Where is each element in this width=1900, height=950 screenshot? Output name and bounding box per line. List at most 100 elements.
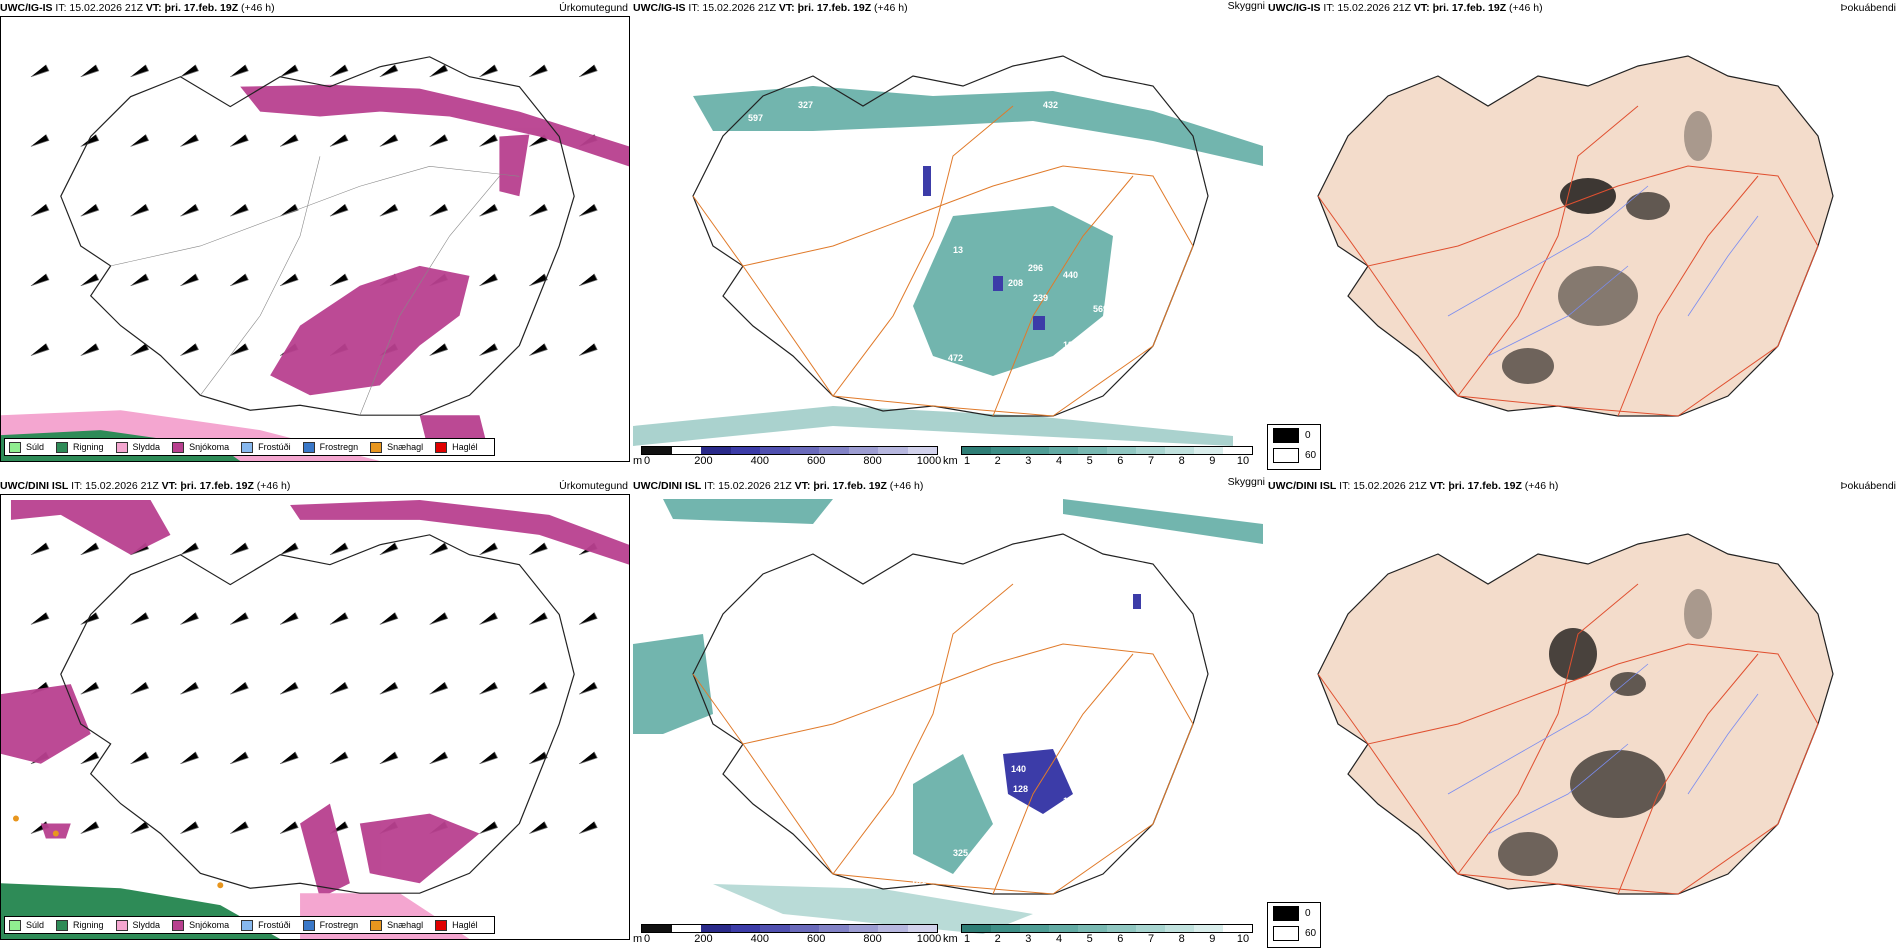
graupel-dots: [12, 815, 224, 889]
tick-label: 0: [643, 933, 651, 945]
tick-label: 7: [1147, 455, 1155, 467]
visibility-value-label: 140: [1011, 764, 1026, 774]
visibility-labels: 374 140 128 157 129 325 334 168 131: [911, 586, 1128, 886]
init-time: IT: 15.02.2026 21Z: [704, 480, 792, 492]
visibility-value-label: 129: [1063, 816, 1078, 826]
ceiling-unit: m: [633, 455, 643, 467]
legend-swatch: [241, 441, 254, 453]
visibility-map[interactable]: 374 140 128 157 129 325 334 168 131: [633, 494, 1263, 940]
lead-time: (+46 h): [874, 2, 908, 14]
model-name: UWC/IG-IS: [633, 2, 686, 14]
visibility-value-label: 131: [911, 876, 926, 886]
valid-time: þri. 17.feb. 19Z: [813, 480, 887, 492]
iceland-coastline: [60, 534, 575, 894]
tick-label: 6: [1117, 455, 1124, 467]
precip-type-map[interactable]: [0, 16, 630, 462]
visibility-panel-row2: UWC/DINI ISL IT: 15.02.2026 21Z VT: þri.…: [633, 476, 1321, 948]
legend-item-7: Haglél: [435, 919, 478, 931]
legend-label: Slydda: [132, 442, 161, 452]
fog-panel-row1: UWC/IG-IS IT: 15.02.2026 21Z VT: þri. 17…: [1268, 0, 1898, 470]
init-time: IT: 15.02.2026 21Z: [55, 2, 143, 14]
valid-time-label: VT:: [145, 2, 162, 14]
road-lines: [110, 156, 520, 416]
fog-index-map[interactable]: [1268, 16, 1898, 462]
tick-label: 3: [1025, 933, 1032, 945]
legend-label: Snjókoma: [189, 920, 230, 930]
legend-label: Frostregn: [319, 920, 359, 930]
model-name: UWC/DINI ISL: [0, 480, 69, 492]
fog-legend-label: 60: [1305, 927, 1317, 939]
legend-label: Súld: [26, 442, 45, 452]
lead-time: (+46 h): [889, 480, 924, 492]
tick-label: 10: [1236, 455, 1250, 467]
tick-label: 9: [1209, 933, 1216, 945]
visibility-map[interactable]: 597 327 432 33 13 296 440 208 239 569 195 472 45 234: [633, 16, 1263, 462]
legend-item-2: Slydda: [115, 919, 160, 931]
fog-swatch-dark: [1273, 905, 1299, 921]
legend-swatch: [370, 441, 383, 453]
tick-label: 1: [963, 933, 971, 945]
fog-swatch-dark: [1273, 427, 1299, 443]
valid-time: þri. 17.feb. 19Z: [1432, 2, 1507, 14]
tick-label: 6: [1117, 933, 1124, 945]
tick-label: 2: [994, 933, 1001, 945]
visibility-value-label: 234: [913, 388, 928, 398]
valid-time: þri. 17.feb. 19Z: [797, 2, 872, 14]
legend-label: Frostúði: [258, 442, 291, 452]
legend-label: Snjókoma: [189, 442, 230, 452]
visibility-value-label: 195: [1063, 340, 1078, 350]
legend-swatch: [370, 919, 383, 931]
cloud-base-areas: [923, 166, 1045, 330]
valid-time-label: VT:: [778, 2, 795, 14]
panel-title: Úrkomutegund: [559, 480, 628, 492]
tick-label: 600: [807, 933, 826, 945]
legend-item-2: Slydda: [115, 441, 161, 453]
lead-time: (+46 h): [241, 2, 275, 14]
tick-label: 800: [863, 455, 882, 467]
tick-label: 5: [1086, 455, 1093, 467]
cloud-base-colorbar: m 0 200 400 600 800 1000: [633, 446, 941, 470]
fog-index-map[interactable]: [1268, 494, 1898, 940]
fog-index-legend: 0 60: [1267, 424, 1321, 470]
visibility-value-label: 432: [1043, 100, 1058, 110]
legend-item-4: Frostúði: [241, 919, 291, 931]
visibility-value-label: 325: [953, 848, 968, 858]
legend-swatch: [172, 919, 185, 931]
visibility-colorbar: km 1 2 3 4 5 6 7 8 9 10: [943, 446, 1253, 470]
tick-label: 400: [750, 455, 769, 467]
legend-item-3: Snjókoma: [172, 919, 230, 931]
tick-label: 200: [694, 455, 713, 467]
tick-label: 800: [863, 933, 882, 945]
lead-time: (+46 h): [1509, 2, 1543, 14]
legend-swatch: [115, 919, 128, 931]
legend-label: Frostregn: [319, 442, 359, 452]
tick-label: 0: [643, 455, 651, 467]
snow-areas: [1, 499, 629, 899]
legend-swatch: [302, 441, 315, 453]
model-name: UWC/IG-IS: [1268, 2, 1321, 14]
tick-label: 5: [1086, 933, 1093, 945]
tick-label: 3: [1025, 455, 1032, 467]
panel-header: UWC/DINI ISL IT: 15.02.2026 21Z VT: þri.…: [633, 476, 1265, 494]
fog-swatch-light: [1273, 447, 1299, 463]
visibility-value-label: 168: [933, 874, 948, 884]
fog-legend-label: 0: [1305, 429, 1311, 441]
precip-type-map[interactable]: [0, 494, 630, 940]
panel-title: Þokuábendi: [1840, 2, 1896, 14]
snow-areas: [240, 84, 629, 456]
visibility-unit: km: [943, 455, 958, 467]
legend-item-5: Frostregn: [302, 441, 359, 453]
visibility-labels: 597 327 432 33 13 296 440 208 239 569 195 472 45 234: [748, 100, 1158, 398]
legend-item-0: Súld: [9, 919, 44, 931]
lead-time: (+46 h): [1524, 480, 1559, 492]
visibility-unit: km: [943, 933, 958, 945]
valid-time-label: VT:: [161, 480, 178, 492]
cloud-base-areas: [1003, 594, 1141, 814]
tick-label: 4: [1055, 933, 1063, 945]
legend-swatch: [56, 919, 69, 931]
road-network: [692, 105, 1194, 417]
tick-label: 1: [963, 455, 971, 467]
road-network: [1317, 105, 1819, 417]
tick-label: 8: [1178, 455, 1185, 467]
precip-type-legend: Súld Rigning Slydda Snjókoma Frostúði Frostre…: [4, 916, 495, 934]
